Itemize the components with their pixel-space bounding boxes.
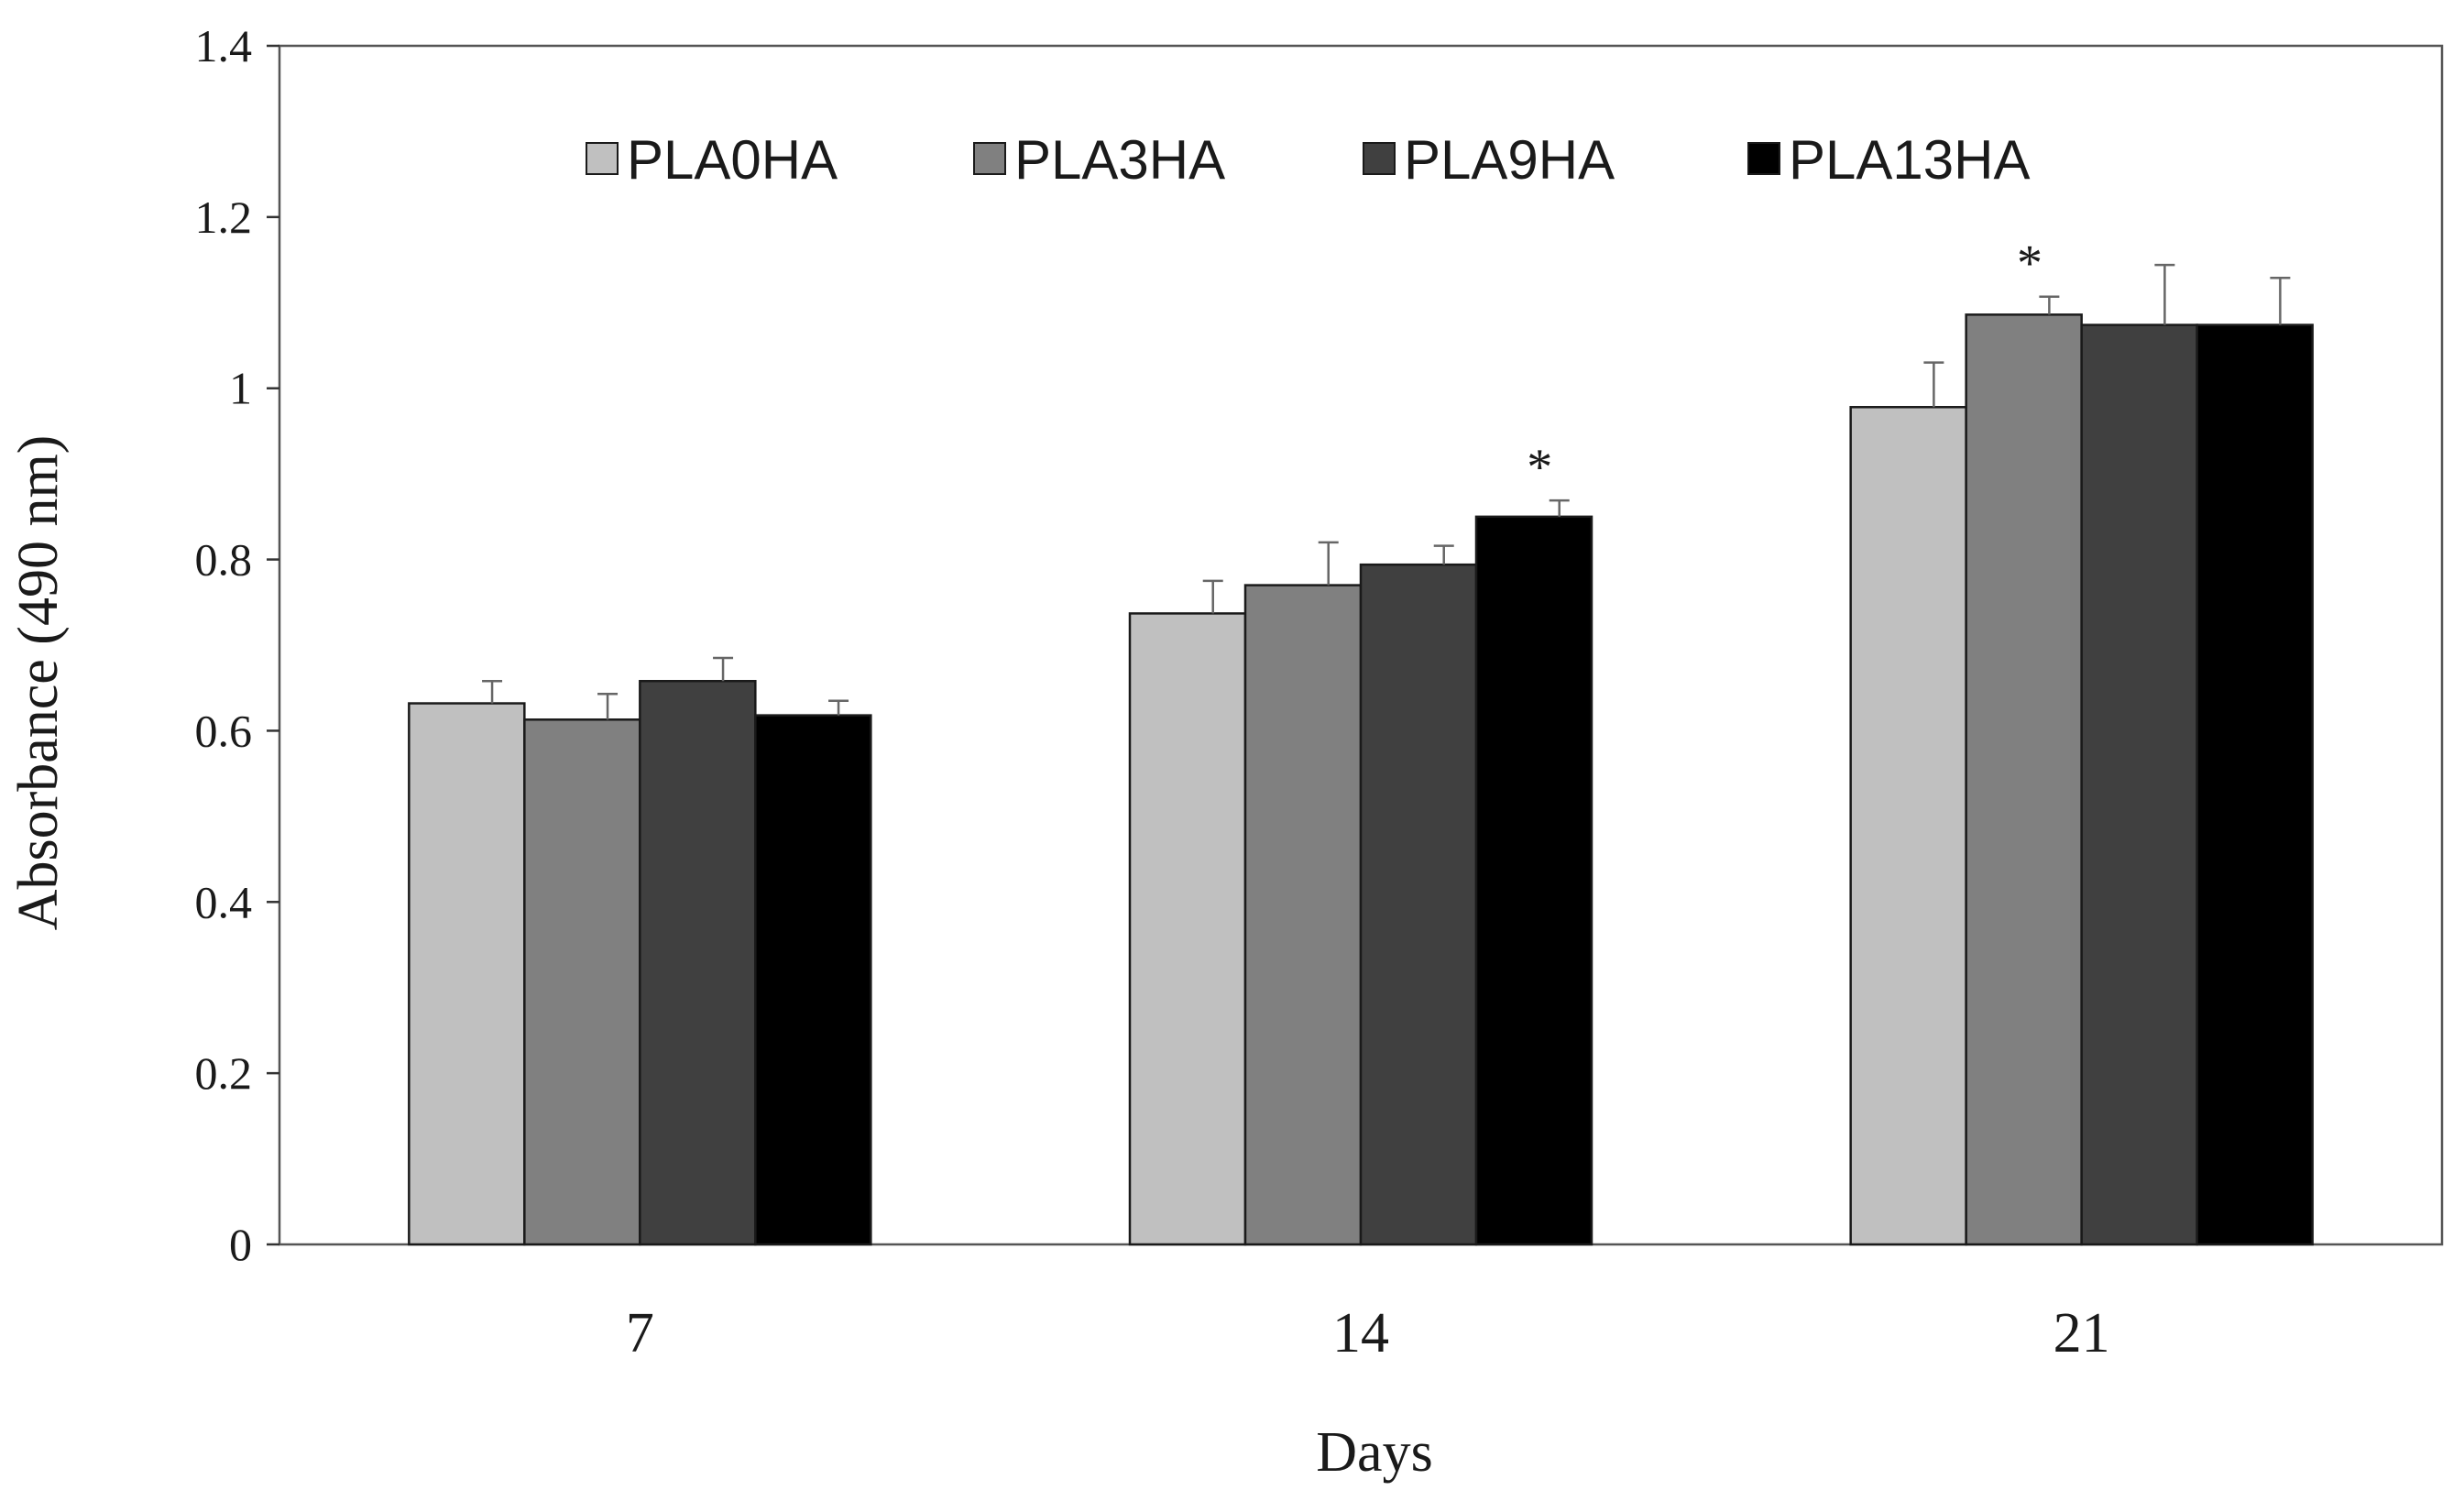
legend-swatch [973, 142, 1006, 175]
bar [1965, 313, 2083, 1246]
x-tick-label: 21 [2053, 1302, 2110, 1364]
y-tick-label: 1.2 [195, 192, 253, 243]
bar [1474, 515, 1593, 1246]
legend-label: PLA13HA [1789, 129, 2031, 191]
bars [408, 313, 2314, 1246]
y-tick-label: 1.4 [195, 20, 253, 71]
x-axis-title: Days [1316, 1421, 1432, 1484]
legend-swatch [1363, 142, 1396, 175]
significance-marker: * [2017, 236, 2042, 292]
legend: PLA0HA PLA3HA PLA9HA PLA13HA [586, 129, 2031, 191]
bar [1243, 584, 1363, 1246]
bar [2196, 323, 2314, 1246]
y-tick-label: 0.4 [195, 876, 253, 927]
bar [2080, 323, 2198, 1246]
bar [754, 714, 872, 1246]
bar [408, 702, 526, 1246]
bar [1849, 406, 1967, 1246]
significance-marker: * [1527, 439, 1552, 496]
bar [1359, 563, 1478, 1246]
y-tick-label: 0.6 [195, 705, 253, 756]
legend-label: PLA3HA [1014, 129, 1225, 191]
y-tick-label: 0 [229, 1219, 252, 1270]
legend-swatch [586, 142, 619, 175]
y-axis: 0 0.2 0.4 0.6 0.8 1 1.2 1.4 [195, 20, 279, 1270]
error-bars [482, 263, 2291, 720]
y-tick-label: 1 [229, 363, 252, 414]
x-axis: 7 14 21 [626, 1302, 2110, 1364]
legend-label: PLA0HA [627, 129, 838, 191]
bar [639, 679, 757, 1246]
legend-swatch [1747, 142, 1780, 175]
legend-label: PLA9HA [1404, 129, 1615, 191]
bar [1128, 612, 1247, 1246]
x-tick-label: 14 [1332, 1302, 1389, 1364]
y-axis-title: Absorbance (490 nm) [7, 435, 70, 931]
bar [523, 718, 641, 1246]
annotations: ** [1527, 236, 2042, 496]
y-tick-label: 0.8 [195, 534, 253, 586]
x-tick-label: 7 [626, 1302, 654, 1364]
y-tick-label: 0.2 [195, 1047, 253, 1099]
